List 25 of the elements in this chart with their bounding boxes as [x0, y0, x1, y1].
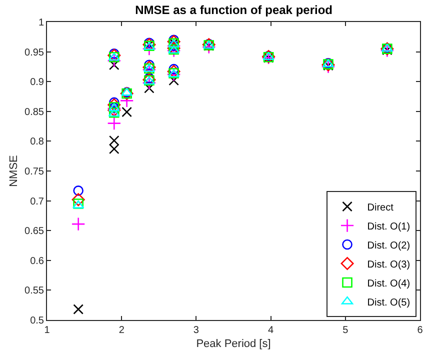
- legend-label: Dist. O(4): [367, 278, 410, 290]
- legend-label: Dist. O(2): [367, 240, 410, 252]
- x-tick-label: 2: [118, 325, 125, 336]
- x-axis-title: Peak Period [s]: [196, 338, 271, 350]
- x-tick-label: 6: [417, 325, 424, 336]
- chart-title: NMSE as a function of peak period: [135, 2, 333, 17]
- y-tick-label: 0.7: [30, 196, 44, 208]
- y-tick-label: 0.6: [30, 256, 44, 267]
- y-tick-label: 0.9: [30, 77, 44, 88]
- y-tick-label: 0.65: [24, 226, 44, 238]
- y-tick-label: 0.5: [30, 316, 44, 326]
- x-tick-label: 5: [342, 325, 349, 336]
- y-tick-label: 0.95: [24, 47, 44, 58]
- x-tick-label: 3: [193, 325, 200, 336]
- y-axis-title: NMSE: [8, 155, 20, 187]
- y-tick-label: 0.75: [24, 166, 44, 178]
- y-tick-label: 0.85: [24, 106, 44, 118]
- legend-label: Direct: [367, 202, 394, 214]
- legend-label: Dist. O(3): [367, 259, 410, 270]
- legend-label: Dist. O(1): [367, 221, 410, 232]
- y-tick-label: 0.8: [30, 136, 44, 148]
- y-tick-label: 0.55: [24, 286, 44, 297]
- y-tick-label: 1: [38, 18, 44, 28]
- x-tick-label: 4: [268, 325, 274, 336]
- legend-label: Dist. O(5): [367, 297, 410, 308]
